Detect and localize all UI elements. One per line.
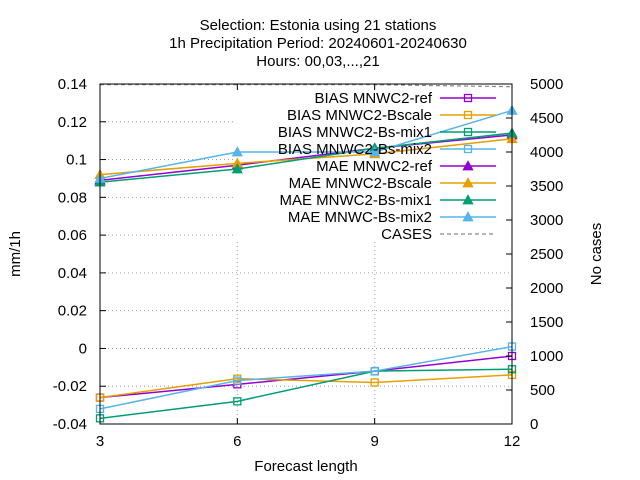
series-line — [99, 345, 513, 410]
y2-tick-label: 4000 — [530, 144, 563, 161]
y2-tick-label: 2500 — [530, 246, 563, 263]
legend-label: BIAS MNWC2-Bscale — [287, 107, 432, 124]
x-tick-label: 6 — [233, 433, 241, 450]
y2-axis-label: No cases — [588, 223, 605, 286]
y-tick-label: 0.14 — [58, 76, 87, 93]
y-tick-label: 0.12 — [58, 114, 87, 131]
y2-tick-label: 2000 — [530, 280, 563, 297]
chart-title-line-3: Hours: 00,03,...,21 — [256, 53, 379, 70]
legend-swatch-marker — [463, 93, 473, 103]
data-point — [231, 163, 243, 174]
legend-swatch-marker — [463, 110, 473, 120]
x-tick-label: 12 — [504, 433, 521, 450]
series-line — [99, 368, 513, 420]
y2-tick-label: 1500 — [530, 314, 563, 331]
y-axis-label: mm/1h — [7, 231, 24, 277]
legend-swatch-marker — [462, 177, 474, 188]
y2-tick-label: 500 — [530, 382, 555, 399]
x-axis-label: Forecast length — [254, 458, 357, 475]
y-tick-label: 0.08 — [58, 189, 87, 206]
legend-label: BIAS MNWC2-ref — [314, 90, 432, 107]
y2-tick-label: 0 — [530, 416, 538, 433]
legend-label: CASES — [381, 226, 432, 243]
y2-tick-label: 1000 — [530, 348, 563, 365]
data-point — [233, 376, 242, 385]
data-point — [369, 146, 381, 157]
grid — [100, 121, 512, 424]
legend-label: BIAS MNWC2-Bs-mix2 — [278, 141, 432, 158]
y2-tick-label: 3000 — [530, 212, 563, 229]
y-tick-label: 0 — [79, 340, 87, 357]
series-layer — [94, 84, 518, 423]
y-tick-label: 0.1 — [66, 152, 87, 169]
ticks: -0.04 -0.02 0 0.02 0.04 0.06 0.08 0.1 0.12 0.14 0 5… — [53, 76, 564, 450]
legend-swatch-marker — [463, 144, 473, 154]
legend-label: MAE MNWC2-Bs-mix1 — [280, 192, 433, 209]
legend-swatch-marker — [463, 127, 473, 137]
series-line — [99, 109, 513, 180]
series-line — [99, 355, 513, 399]
legend-swatch-marker — [462, 160, 474, 171]
legend-label: BIAS MNWC2-Bs-mix1 — [278, 124, 432, 141]
y2-tick-label: 3500 — [530, 178, 563, 195]
data-point — [370, 366, 379, 376]
legend-label: MAE MNWC2-ref — [316, 158, 433, 175]
y-tick-label: -0.04 — [53, 416, 87, 433]
x-tick-label: 9 — [370, 433, 378, 450]
data-point — [231, 146, 243, 157]
chart-title-line-1: Selection: Estonia using 21 stations — [200, 17, 437, 34]
y-tick-label: 0.02 — [58, 303, 87, 320]
series-line — [99, 132, 513, 183]
data-point — [370, 378, 379, 387]
y-tick-label: 0.06 — [58, 227, 87, 244]
y2-tick-label: 4500 — [530, 110, 563, 127]
series-line — [99, 134, 513, 182]
y-tick-label: -0.02 — [53, 378, 87, 395]
x-tick-label: 3 — [96, 433, 104, 450]
legend-swatch-marker — [462, 194, 474, 205]
legend-label: MAE MNWC2-Bscale — [289, 175, 432, 192]
series-line — [100, 84, 513, 88]
legend-swatch-marker — [462, 211, 474, 222]
y-tick-label: 0.04 — [58, 265, 87, 282]
chart-title-line-2: 1h Precipitation Period: 20240601-202406… — [169, 35, 467, 52]
series-line — [99, 374, 513, 399]
y2-tick-label: 5000 — [530, 76, 563, 93]
data-point — [233, 397, 242, 406]
legend-label: MAE MNWC-Bs-mix2 — [288, 209, 432, 226]
